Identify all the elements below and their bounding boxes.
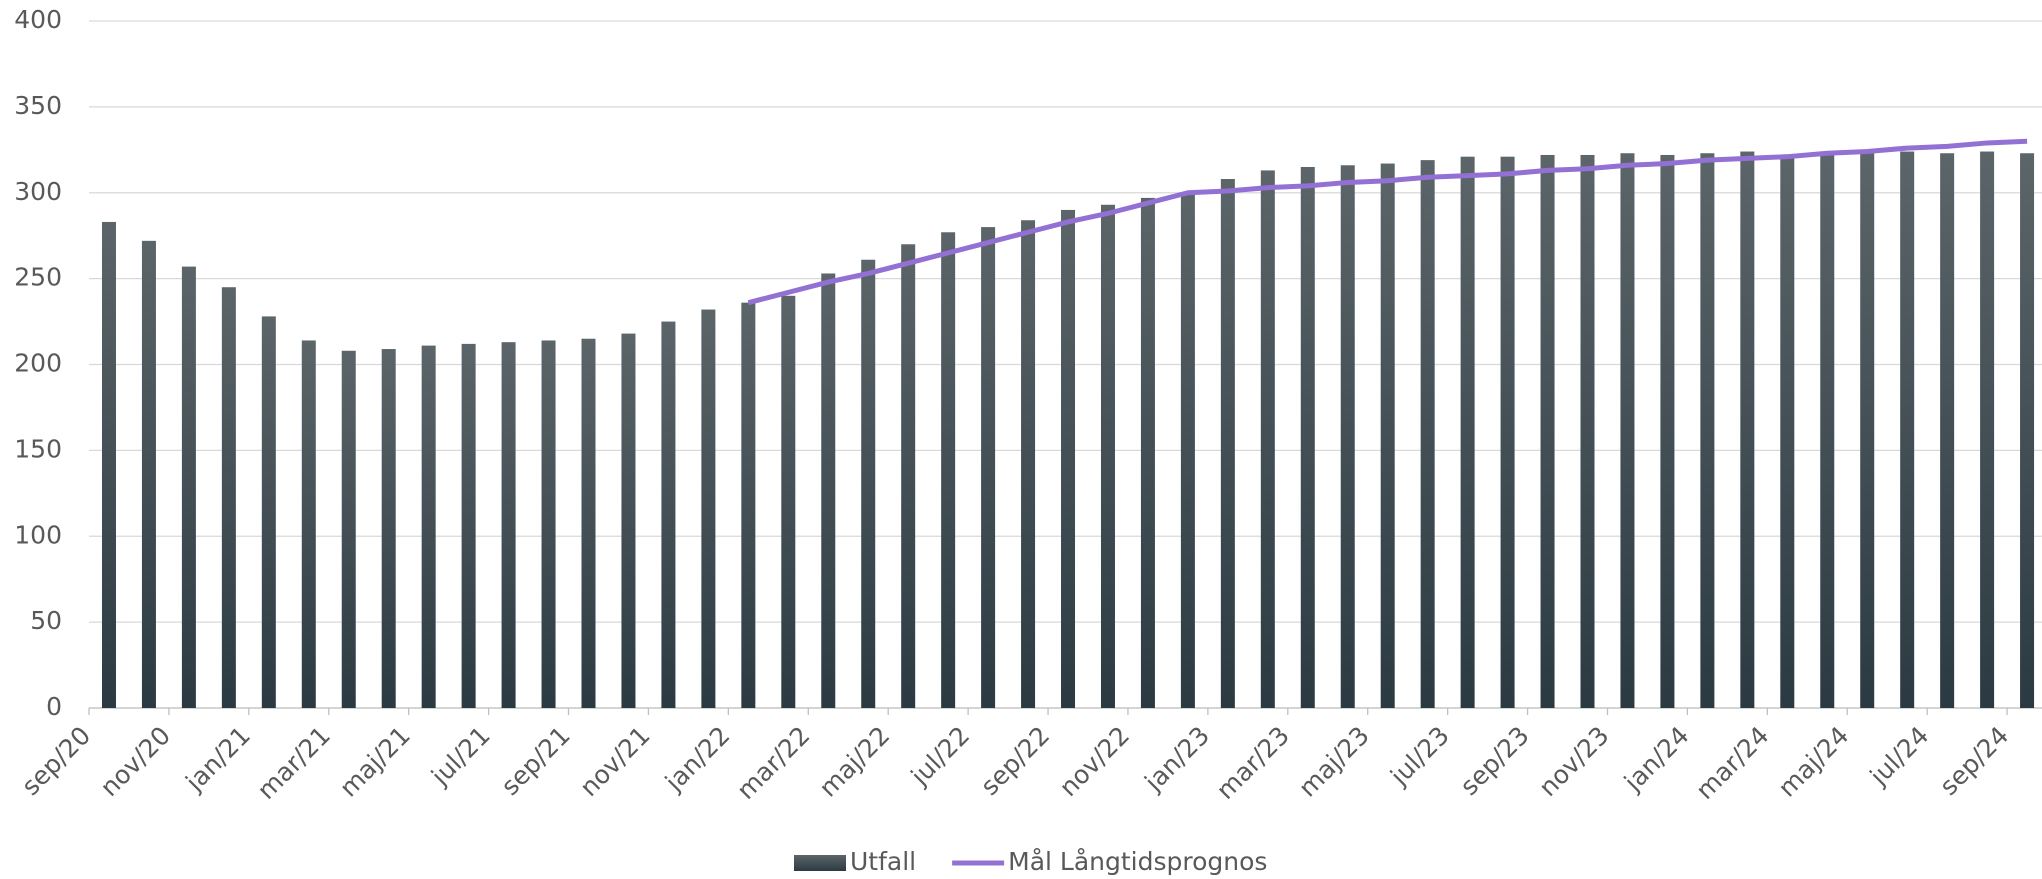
bar [581,338,596,708]
x-tick-label: sep/23 [1454,721,1534,801]
x-tick-label: maj/22 [813,721,895,803]
x-tick-label: mar/21 [252,721,336,805]
bar [2020,153,2035,708]
bar [1140,197,1155,708]
x-tick-label: maj/24 [1773,721,1855,803]
bar [1460,156,1475,708]
legend-label: Utfall [850,847,916,876]
bar [1780,154,1795,709]
x-tick-label: jan/23 [1138,721,1215,798]
x-tick-label: jan/22 [659,721,736,798]
bar [1700,153,1715,708]
bar [1260,170,1275,709]
bar [901,244,916,708]
x-tick-label: sep/22 [975,721,1055,801]
x-tick-label: sep/24 [1934,721,2014,801]
bar [1900,151,1915,708]
bar [261,316,276,708]
bar [1540,154,1555,709]
x-tick-label: jul/23 [1384,721,1455,792]
bar [1740,151,1755,708]
bar [1220,179,1235,708]
bar [1100,204,1115,708]
x-tick-label: jan/24 [1618,721,1695,798]
bar [1580,154,1595,709]
y-tick-label: 50 [30,606,62,635]
bar [621,333,636,708]
bar [421,345,436,708]
bar [1940,153,1955,708]
x-tick-label: jul/22 [905,721,976,792]
y-tick-label: 350 [14,91,62,120]
y-tick-label: 100 [14,520,62,549]
bar [701,309,716,708]
x-tick-label: jan/21 [179,721,256,798]
y-tick-label: 250 [14,263,62,292]
x-tick-label: sep/20 [16,721,96,801]
bar [1420,160,1435,708]
bar [781,295,796,708]
bar [661,321,676,708]
x-tick-label: nov/22 [1054,721,1135,802]
x-tick-label: mar/23 [1211,721,1295,805]
bar [541,340,556,708]
x-tick-label: jul/21 [425,721,496,792]
bar [981,227,996,708]
y-tick-label: 200 [14,349,62,378]
bar [741,302,756,708]
bar [301,340,316,708]
y-tick-label: 300 [14,177,62,206]
x-tick-label: maj/21 [334,721,416,803]
y-tick-label: 400 [14,5,62,34]
bar [1620,153,1635,708]
x-tick-label: mar/22 [731,721,815,805]
legend-swatch [794,855,846,871]
y-tick-label: 0 [46,692,62,721]
bar [1860,151,1875,708]
bar [101,221,116,708]
bar [501,342,516,708]
bar [1820,154,1835,709]
bar [1980,151,1995,708]
bar [1021,220,1036,709]
bar [461,343,476,708]
legend-label: Mål Långtidsprognos [1008,847,1267,876]
bar [821,273,836,708]
bar [341,350,356,708]
y-tick-label: 150 [14,434,62,463]
x-tick-label: nov/23 [1533,721,1614,802]
bar [181,266,196,708]
x-tick-label: jul/24 [1864,721,1935,792]
bar [381,349,396,708]
x-tick-label: maj/23 [1293,721,1375,803]
x-tick-label: sep/21 [495,721,575,801]
bar [1340,165,1355,708]
bar [1061,209,1076,709]
bar [861,259,876,708]
line [747,138,2028,306]
bar [1660,154,1675,709]
bar [221,287,236,708]
bar [141,240,156,708]
x-tick-label: nov/21 [574,721,655,802]
x-tick-label: mar/24 [1690,721,1774,805]
bar [1300,166,1315,709]
bar [941,232,956,708]
x-tick-label: nov/20 [95,721,176,802]
bar [1180,192,1195,708]
bar [1500,156,1515,708]
bar [1380,163,1395,709]
